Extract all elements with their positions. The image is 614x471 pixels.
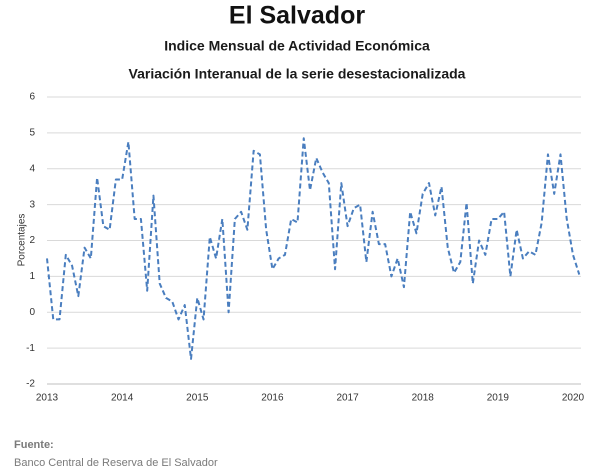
data-line <box>46 137 581 360</box>
y-tick-label: 0 <box>29 307 35 318</box>
source-label: Fuente: <box>14 439 54 451</box>
x-tick-label: 2015 <box>186 393 209 404</box>
x-tick-label: 2014 <box>111 393 134 404</box>
y-tick-label: 1 <box>29 271 35 282</box>
y-tick-label: 6 <box>29 92 35 103</box>
y-tick-label: -2 <box>26 379 35 390</box>
y-axis-label: Porcentajes <box>17 214 28 267</box>
x-tick-label: 2017 <box>336 393 359 404</box>
source: Banco Central de Reserva de El Salvador <box>14 457 218 469</box>
x-tick-label: 2018 <box>412 393 435 404</box>
y-tick-label: 2 <box>29 235 35 246</box>
chart-subtitle: Variación Interanual de la serie desesta… <box>129 66 466 82</box>
y-tick-label: 4 <box>29 163 35 174</box>
y-tick-label: 3 <box>29 199 35 210</box>
y-tick-label: -1 <box>26 343 35 354</box>
x-tick-label: 2013 <box>36 393 59 404</box>
chart-title: El Salvador <box>229 2 365 30</box>
x-tick-label: 2020 <box>562 393 585 404</box>
x-tick-label: 2016 <box>261 393 284 404</box>
y-tick-label: 5 <box>29 128 35 139</box>
chart-subtitle: Indice Mensual de Actividad Económica <box>164 38 430 54</box>
x-tick-label: 2019 <box>487 393 510 404</box>
